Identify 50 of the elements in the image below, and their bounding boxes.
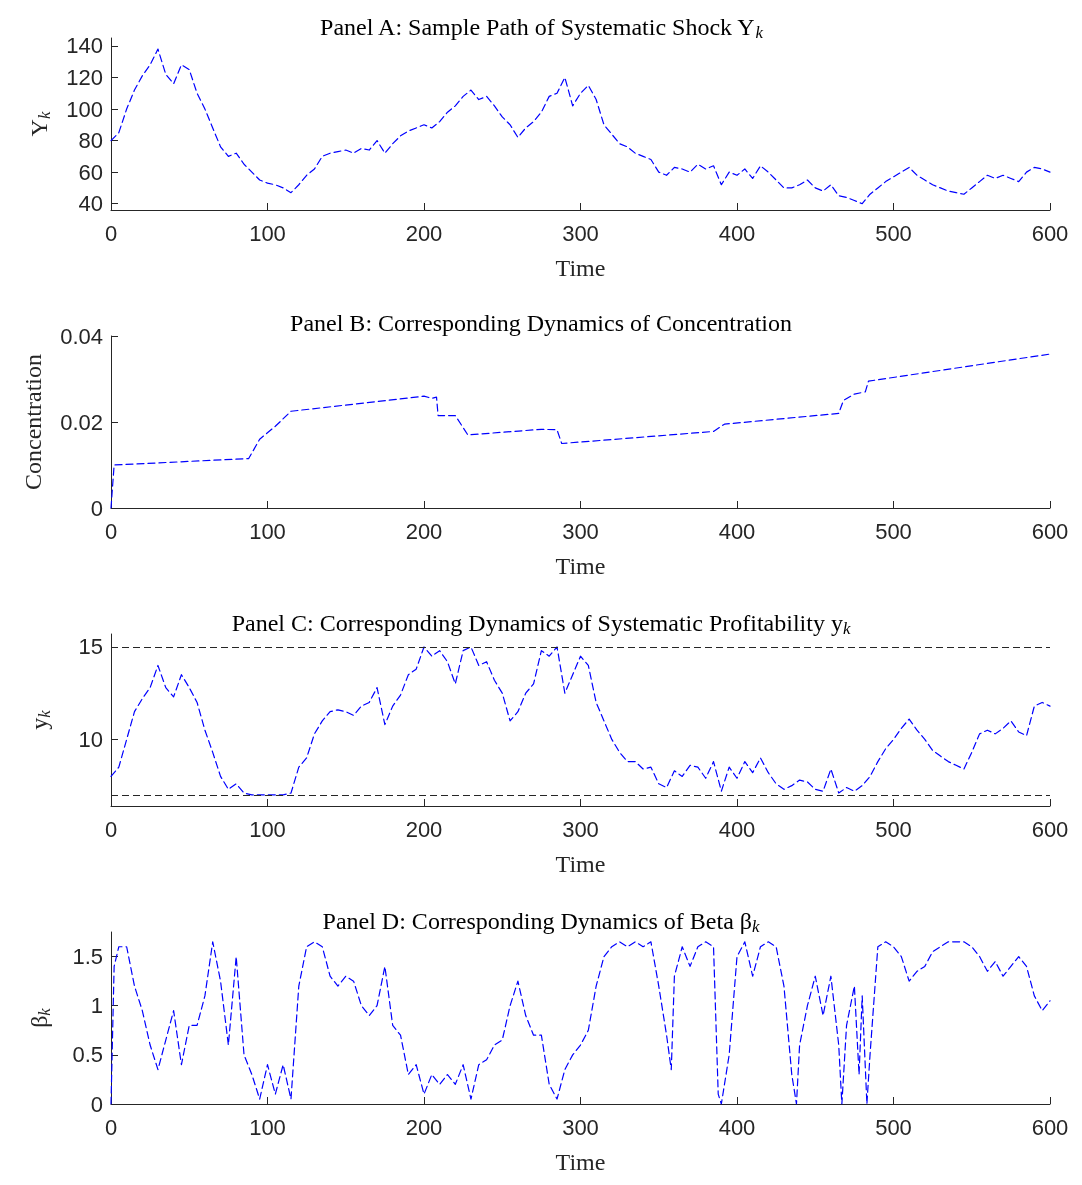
x-axis-title: Time — [555, 553, 606, 579]
x-tick-label: 200 — [405, 518, 443, 544]
y-tick-label: 120 — [66, 64, 103, 90]
x-tick-label: 400 — [718, 220, 756, 246]
x-tick-label: 600 — [1031, 1114, 1069, 1140]
x-tick-label: 100 — [249, 1114, 286, 1140]
x-tick-label: 400 — [718, 518, 756, 544]
x-axis-title: Time — [555, 851, 606, 877]
line-series — [110, 48, 1051, 205]
x-tick-label: 500 — [875, 816, 912, 842]
y-tick-label: 40 — [78, 191, 103, 217]
x-axis-title: Time — [555, 255, 606, 281]
x-tick-label: 500 — [875, 220, 912, 246]
chart-title: Panel B: Corresponding Dynamics of Concentration — [290, 310, 792, 336]
x-tick-label: 200 — [405, 1114, 443, 1140]
x-tick-label: 500 — [875, 1114, 912, 1140]
x-tick-label: 100 — [249, 816, 286, 842]
x-tick-label: 100 — [249, 220, 286, 246]
x-tick-label: 400 — [718, 1114, 756, 1140]
x-tick-label: 100 — [249, 518, 286, 544]
y-tick-label: 15 — [78, 634, 103, 660]
y-tick-label: 0.5 — [72, 1042, 103, 1068]
x-axis-title: Time — [555, 1149, 606, 1175]
y-tick-label: 1.5 — [72, 944, 103, 970]
x-tick-label: 300 — [562, 518, 599, 544]
x-tick-label: 500 — [875, 518, 912, 544]
y-tick-label: 1 — [90, 993, 103, 1019]
x-tick-label: 200 — [405, 220, 443, 246]
y-tick-label: 100 — [66, 96, 103, 122]
y-tick-label: 10 — [78, 726, 103, 752]
x-tick-label: 600 — [1031, 220, 1069, 246]
y-axis-title: Yk — [26, 111, 54, 137]
y-tick-label: 0.04 — [60, 323, 103, 349]
y-tick-label: 140 — [66, 33, 103, 59]
x-tick-label: 600 — [1031, 816, 1069, 842]
x-tick-label: 400 — [718, 816, 756, 842]
x-tick-label: 300 — [562, 1114, 599, 1140]
x-tick-label: 200 — [405, 816, 443, 842]
y-axis-title: yk — [26, 709, 54, 730]
y-tick-label: 0 — [90, 1091, 103, 1117]
y-tick-label: 80 — [78, 128, 103, 154]
x-tick-label: 600 — [1031, 518, 1069, 544]
y-tick-label: 60 — [78, 159, 103, 185]
y-tick-label: 0 — [90, 495, 103, 521]
y-tick-label: 0.02 — [60, 409, 103, 435]
x-tick-label: 300 — [562, 816, 599, 842]
y-axis-title: βk — [26, 1007, 54, 1028]
x-tick-label: 300 — [562, 220, 599, 246]
line-series — [110, 646, 1051, 796]
y-axis-title: Concentration — [20, 354, 46, 490]
